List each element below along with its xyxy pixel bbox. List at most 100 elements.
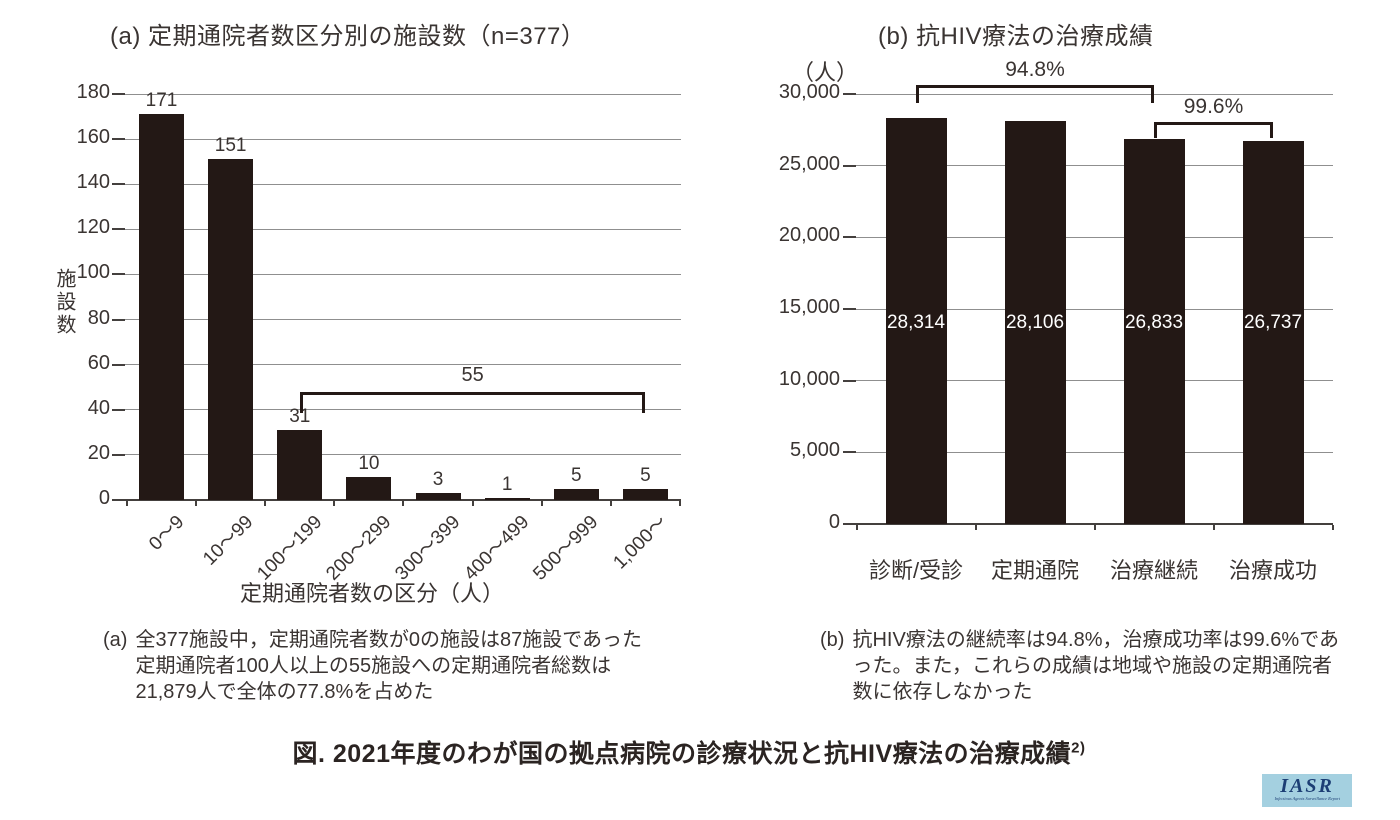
chart-a-caption-text: 全377施設中，定期通院者数が0の施設は87施設であった 定期通院者100人以上の…	[135, 629, 642, 703]
chart-a-bar-value-label: 1	[501, 473, 513, 495]
chart-a-gridline	[125, 228, 681, 230]
chart-b-x-tick-label: 治療継続	[1109, 558, 1198, 583]
chart-a-y-axis-tick	[112, 273, 125, 276]
chart-a-bracket-leg	[642, 392, 646, 413]
chart-a-bar-value-label: 5	[571, 464, 582, 486]
chart-b-title: (b) 抗HIV療法の治療成績	[878, 23, 1154, 50]
chart-a-y-tick-label: 60	[87, 351, 110, 374]
chart-a-bar-value-label: 31	[289, 406, 311, 428]
chart-a-x-axis-tick	[609, 501, 612, 506]
chart-a-x-axis-tick	[540, 501, 543, 506]
chart-a-x-axis-tick	[471, 501, 474, 506]
chart-a-caption: (a) 全377施設中，定期通院者数が0の施設は87施設であった 定期通院者100…	[103, 627, 642, 705]
chart-b-bracket-leg	[1154, 122, 1157, 138]
chart-a-y-axis-tick	[112, 93, 125, 95]
chart-b-caption-prefix: (b)	[820, 629, 845, 651]
chart-b-x-axis-tick	[1331, 525, 1334, 530]
figure-caption-text: 図. 2021年度のわが国の拠点病院の診療状況と抗HIV療法の治療成績	[292, 740, 1072, 768]
chart-b-x-axis-line	[856, 523, 1333, 525]
chart-a-y-tick-label: 40	[87, 396, 110, 419]
chart-a-caption-prefix: (a)	[103, 629, 128, 651]
chart-b-gridline	[856, 380, 1333, 382]
chart-a-bar-value-label: 3	[432, 469, 444, 491]
chart-b-bracket-line	[916, 85, 1154, 88]
chart-a-gridline	[125, 319, 681, 321]
chart-b-y-axis-tick	[843, 236, 856, 239]
chart-a-x-axis-tick	[679, 501, 682, 506]
chart-b-y-tick-label: 20,000	[778, 224, 840, 247]
chart-a-bar-value-label: 171	[145, 90, 178, 112]
chart-b-y-tick-label: 0	[828, 511, 840, 533]
chart-b-gridline	[856, 451, 1333, 453]
chart-b-bar-value-label: 26,737	[1243, 312, 1303, 333]
chart-b-bar	[1004, 121, 1066, 524]
chart-a-y-tick-label: 80	[87, 306, 110, 329]
chart-a-gridline	[125, 138, 681, 140]
chart-a-x-axis-tick	[264, 501, 267, 506]
chart-b-y-axis-tick	[843, 93, 856, 95]
chart-b-gridline	[856, 308, 1333, 310]
chart-a-y-axis-tick	[112, 138, 125, 141]
chart-a-y-axis-tick	[112, 363, 125, 366]
chart-a-y-axis-tick	[112, 408, 125, 411]
chart-b-y-axis-tick	[843, 379, 856, 382]
chart-a-gridline	[125, 409, 681, 411]
chart-a-y-tick-label: 160	[76, 126, 110, 149]
chart-a-bar-value-label: 10	[358, 453, 380, 475]
chart-a-bar	[622, 488, 668, 500]
chart-b-x-tick-label: 治療成功	[1228, 558, 1317, 583]
chart-a-y-tick-label: 100	[76, 261, 110, 284]
chart-a-bar	[415, 493, 461, 500]
chart-a-y-axis-tick	[112, 318, 125, 321]
chart-a-y-tick-label: 120	[76, 216, 110, 239]
chart-a-gridline	[125, 454, 681, 456]
chart-a-gridline	[125, 93, 681, 95]
chart-a-y-tick-label: 20	[87, 441, 110, 464]
chart-b-bar	[1242, 140, 1304, 524]
chart-b-y-tick-label: 5,000	[789, 439, 840, 462]
chart-a-bar	[346, 477, 392, 500]
chart-b-y-axis-tick	[843, 451, 856, 454]
chart-b-bar-value-label: 28,314	[886, 312, 946, 333]
chart-a-x-axis-tick	[402, 501, 405, 506]
chart-b-bracket-leg	[1151, 85, 1154, 103]
chart-b-bar-value-label: 26,833	[1124, 312, 1184, 333]
chart-b-bracket-label: 99.6%	[1183, 95, 1244, 118]
chart-a-x-axis-tick	[195, 501, 198, 506]
chart-a-y-tick-label: 0	[98, 487, 110, 509]
chart-a-bracket-line	[299, 392, 646, 395]
chart-b-y-tick-label: 10,000	[778, 367, 840, 390]
chart-a-gridline	[125, 364, 681, 366]
iasr-logo-text: IASR	[1280, 775, 1334, 797]
chart-b-y-axis-tick	[843, 523, 856, 525]
chart-a-bar	[277, 430, 323, 500]
iasr-logo-subtext: Infectious Agents Surveillance Report	[1274, 797, 1340, 802]
chart-b-gridline	[856, 165, 1333, 167]
chart-a-gridline	[125, 183, 681, 185]
figure-caption: 図. 2021年度のわが国の拠点病院の診療状況と抗HIV療法の治療成績2)	[0, 734, 1378, 770]
chart-b-bracket-leg	[916, 85, 919, 103]
chart-a-x-axis-tick	[333, 501, 336, 506]
chart-a-bar	[139, 114, 184, 500]
chart-b-y-axis-tick	[843, 308, 856, 310]
chart-b-x-tick-label: 定期通院	[990, 558, 1079, 583]
chart-a-bracket-label: 55	[461, 364, 484, 386]
chart-b-y-axis-tick	[843, 164, 856, 167]
chart-b-bracket-label: 94.8%	[1005, 58, 1065, 81]
chart-a-y-axis-tick	[112, 228, 125, 231]
chart-a-bar-value-label: 151	[214, 135, 247, 157]
chart-b-caption-text: 抗HIV療法の継続率は94.8%，治療成功率は99.6%であ った。また，これらの…	[852, 629, 1340, 703]
chart-a-y-tick-label: 140	[76, 171, 110, 194]
chart-b-gridline	[856, 93, 1333, 95]
chart-b-y-tick-label: 25,000	[778, 152, 840, 175]
chart-a-title: (a) 定期通院者数区分別の施設数（n=377）	[110, 23, 586, 50]
chart-a-y-axis-label: 施設数	[53, 268, 75, 337]
chart-a-y-tick-label: 180	[76, 81, 110, 103]
chart-b-x-axis-tick	[1212, 525, 1215, 530]
chart-b-x-axis-tick	[855, 525, 858, 530]
chart-a-y-axis-tick	[112, 183, 125, 186]
iasr-logo: IASR Infectious Agents Surveillance Repo…	[1262, 774, 1352, 807]
chart-b-bracket-leg	[1270, 122, 1273, 138]
chart-a-x-axis-tick	[125, 501, 128, 506]
